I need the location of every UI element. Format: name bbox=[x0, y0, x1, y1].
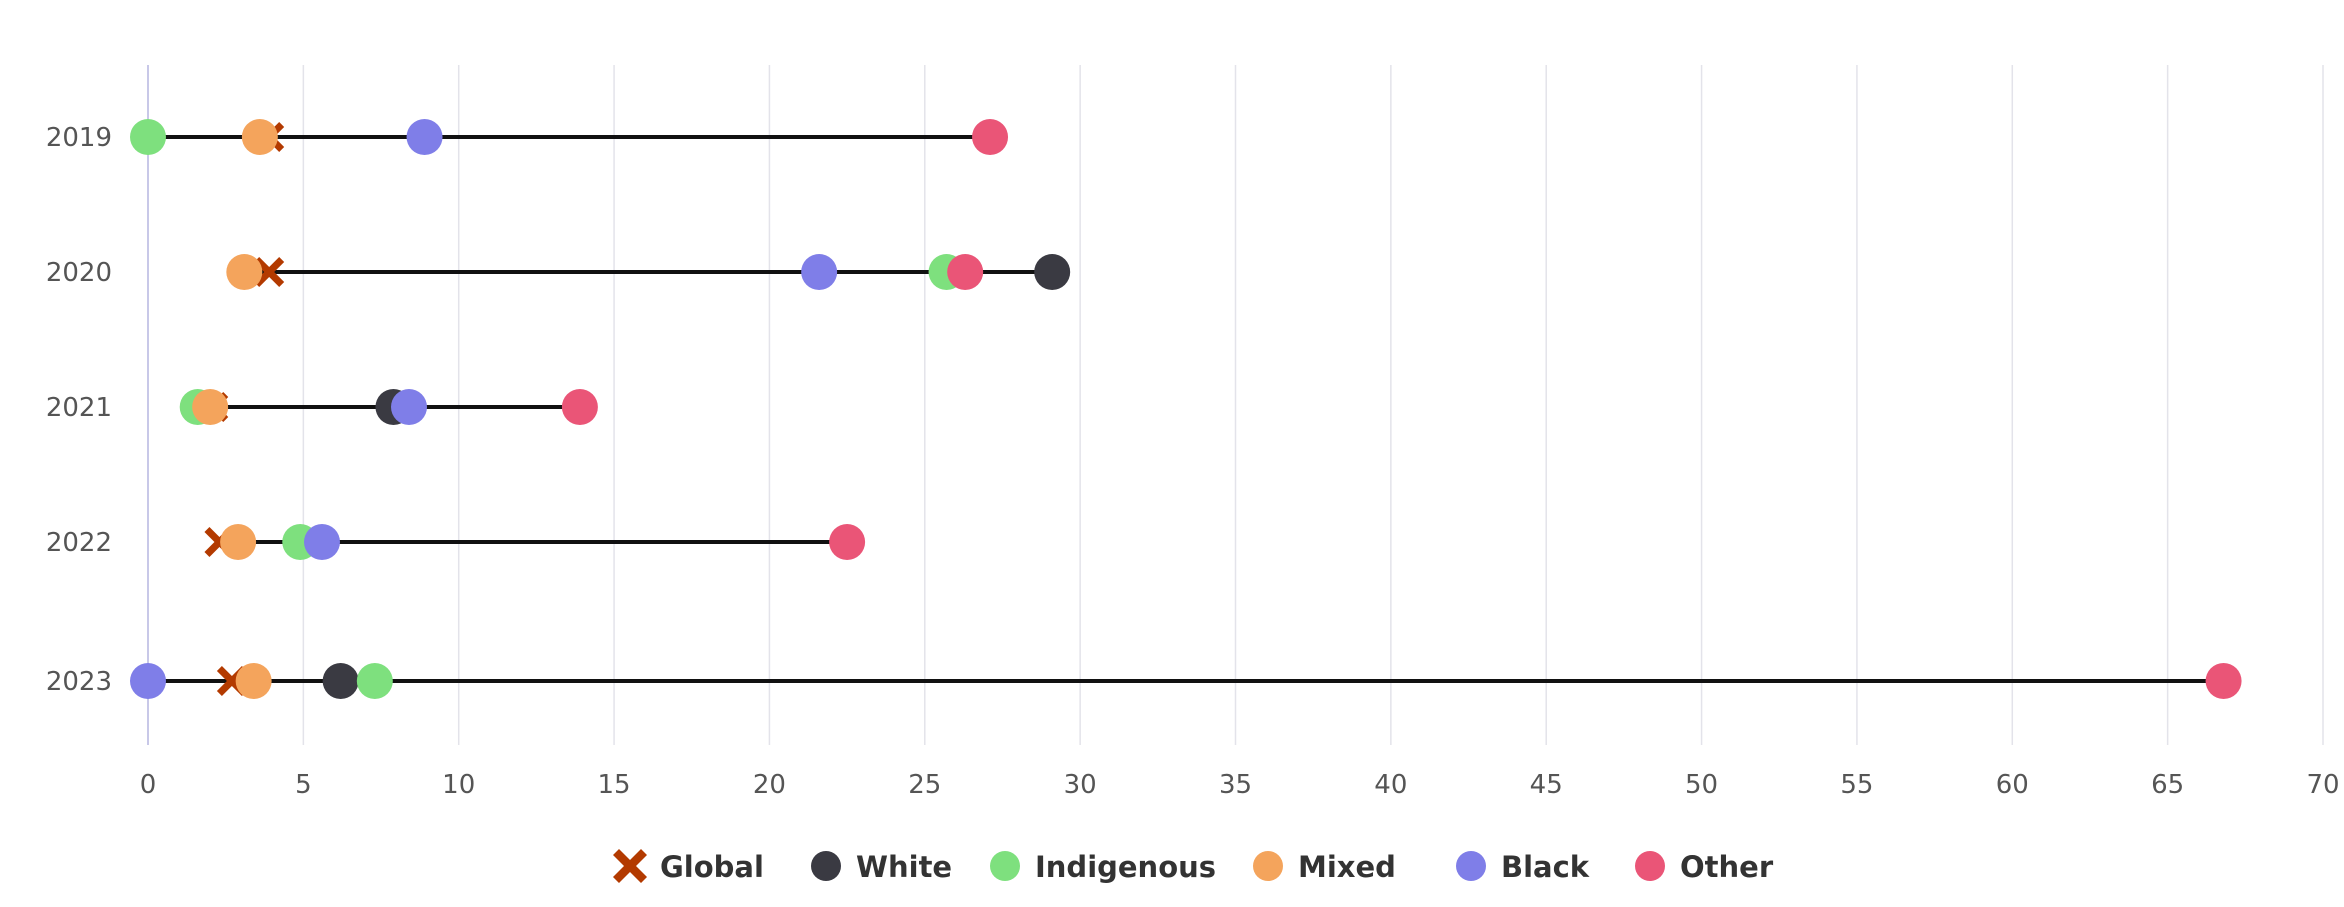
x-tick-label: 60 bbox=[1996, 770, 2029, 800]
x-tick-label: 45 bbox=[1530, 770, 1563, 800]
x-tick-label: 15 bbox=[598, 770, 631, 800]
legend-label-other: Other bbox=[1680, 850, 1774, 884]
x-tick-label: 10 bbox=[442, 770, 475, 800]
point-other-2021[interactable] bbox=[561, 389, 598, 425]
point-global-2020[interactable] bbox=[254, 257, 285, 287]
point-mixed-2020[interactable] bbox=[226, 254, 263, 290]
x-tick-label: 35 bbox=[1219, 770, 1252, 800]
x-tick-label: 55 bbox=[1840, 770, 1873, 800]
point-mixed-2022[interactable] bbox=[220, 524, 257, 560]
point-black-2019[interactable] bbox=[406, 119, 443, 155]
legend-item-white[interactable]: White bbox=[811, 850, 952, 884]
x-tick-label: 25 bbox=[908, 770, 941, 800]
legend-label-black: Black bbox=[1501, 850, 1590, 884]
legend-item-global[interactable]: Global bbox=[613, 849, 764, 884]
point-mixed-2019[interactable] bbox=[241, 119, 278, 155]
legend-label-indigenous: Indigenous bbox=[1035, 850, 1216, 884]
x-tick-label: 40 bbox=[1374, 770, 1407, 800]
x-tick-label: 0 bbox=[140, 770, 157, 800]
legend-label-mixed: Mixed bbox=[1298, 850, 1396, 884]
x-tick-label: 20 bbox=[753, 770, 786, 800]
point-black-2021[interactable] bbox=[391, 389, 427, 425]
y-category-label: 2021 bbox=[46, 393, 112, 423]
y-axis: 2019 2020 2021 2022 2023 bbox=[46, 123, 112, 697]
point-black-2023[interactable] bbox=[130, 663, 166, 699]
legend-marker-white bbox=[811, 851, 841, 881]
point-other-2019[interactable] bbox=[972, 119, 1009, 155]
legend-marker-mixed bbox=[1253, 851, 1283, 881]
point-other-2022[interactable] bbox=[829, 524, 866, 560]
x-tick-label: 70 bbox=[2306, 770, 2339, 800]
x-tick-label: 5 bbox=[295, 770, 312, 800]
legend[interactable]: Global White Indigenous Mixed Black Other bbox=[613, 849, 1774, 884]
point-other-2023[interactable] bbox=[2205, 663, 2242, 699]
point-black-2022[interactable] bbox=[304, 524, 340, 560]
x-tick-label: 65 bbox=[2151, 770, 2184, 800]
legend-marker-indigenous bbox=[990, 851, 1020, 881]
point-mixed-2023[interactable] bbox=[235, 663, 272, 699]
x-tick-label: 50 bbox=[1685, 770, 1718, 800]
point-mixed-2021[interactable] bbox=[192, 389, 229, 425]
y-category-label: 2019 bbox=[46, 123, 112, 153]
legend-marker-other bbox=[1635, 851, 1665, 881]
legend-item-indigenous[interactable]: Indigenous bbox=[990, 850, 1216, 884]
legend-label-white: White bbox=[856, 850, 952, 884]
point-indigenous-2023[interactable] bbox=[356, 663, 393, 699]
legend-item-black[interactable]: Black bbox=[1456, 850, 1590, 884]
point-white-2023[interactable] bbox=[322, 663, 359, 699]
y-category-label: 2020 bbox=[46, 258, 112, 288]
legend-marker-global bbox=[613, 849, 647, 883]
y-category-label: 2023 bbox=[46, 667, 112, 697]
x-axis: 0 5 10 15 20 25 30 35 40 45 50 55 60 65 70 bbox=[140, 770, 2340, 800]
x-tick-label: 30 bbox=[1064, 770, 1097, 800]
point-black-2020[interactable] bbox=[801, 254, 838, 290]
point-indigenous-2019[interactable] bbox=[130, 119, 166, 155]
legend-item-mixed[interactable]: Mixed bbox=[1253, 850, 1396, 884]
point-other-2020[interactable] bbox=[947, 254, 984, 290]
legend-marker-black bbox=[1456, 851, 1486, 881]
grid bbox=[147, 65, 2324, 745]
legend-label-global: Global bbox=[660, 850, 764, 884]
data-points bbox=[130, 119, 2242, 699]
point-white-2020[interactable] bbox=[1034, 254, 1071, 290]
legend-item-other[interactable]: Other bbox=[1635, 850, 1774, 884]
y-category-label: 2022 bbox=[46, 528, 112, 558]
